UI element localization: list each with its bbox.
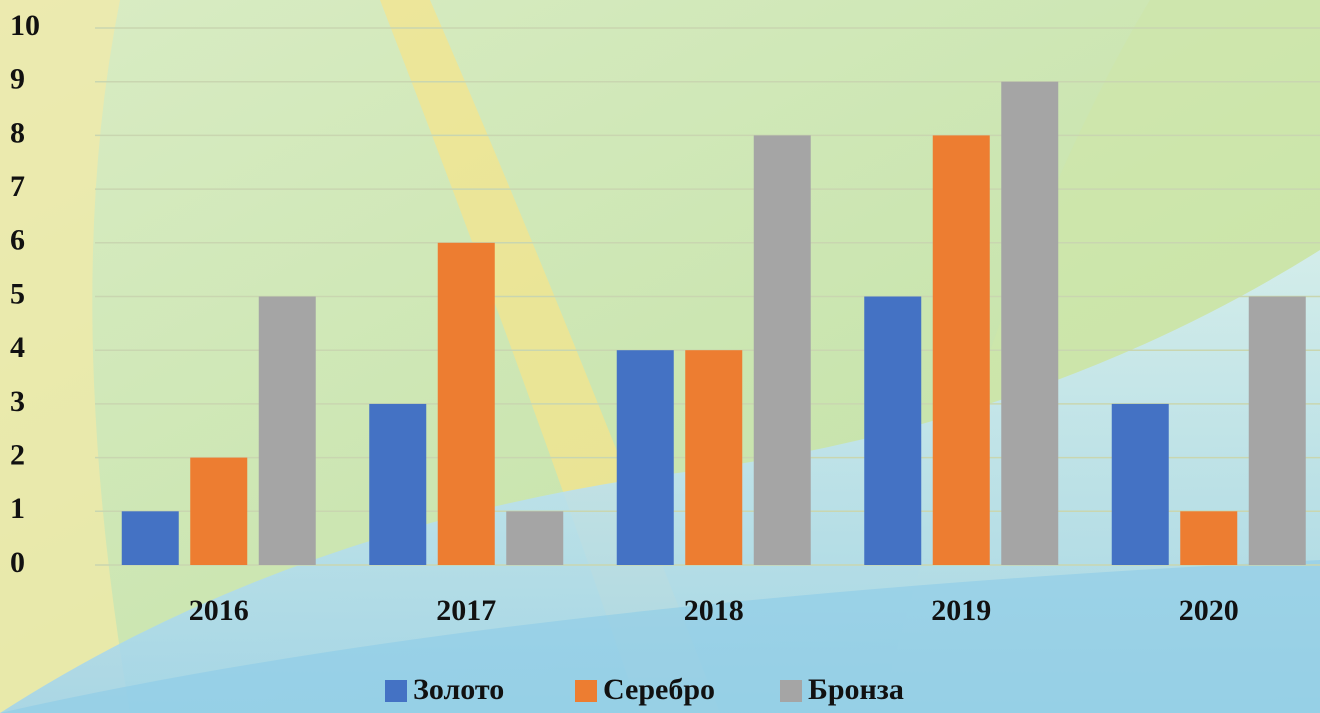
bar — [190, 458, 247, 565]
y-tick-label: 2 — [10, 438, 25, 471]
y-tick-label: 4 — [10, 331, 25, 364]
y-tick-label: 9 — [10, 63, 25, 96]
bar — [1001, 82, 1058, 565]
legend-swatch — [575, 680, 597, 702]
page: 0 1 2 3 4 5 6 7 8 9 10 2016 2017 2018 2019 2020 Золото Се… — [0, 0, 1320, 713]
chart: 0 1 2 3 4 5 6 7 8 9 10 2016 2017 2018 2019 2020 Золото Се… — [0, 0, 1320, 713]
x-tick-label: 2020 — [1179, 594, 1239, 627]
bar — [864, 297, 921, 566]
y-tick-label: 5 — [10, 277, 25, 310]
x-tick-label: 2019 — [931, 594, 991, 627]
bar — [506, 511, 563, 565]
y-tick-label: 6 — [10, 224, 25, 257]
bar — [754, 135, 811, 565]
y-tick-label: 8 — [10, 116, 25, 149]
bar — [369, 404, 426, 565]
legend-label: Серебро — [603, 673, 715, 706]
bar — [685, 350, 742, 565]
y-tick-label: 0 — [10, 546, 25, 579]
x-tick-label: 2017 — [436, 594, 496, 627]
bar — [259, 297, 316, 566]
x-tick-label: 2018 — [684, 594, 744, 627]
bar — [122, 511, 179, 565]
bar — [933, 135, 990, 565]
bar — [1112, 404, 1169, 565]
bar — [1249, 297, 1306, 566]
y-tick-label: 1 — [10, 492, 25, 525]
y-tick-label: 7 — [10, 170, 25, 203]
bar — [617, 350, 674, 565]
legend-label: Бронза — [808, 673, 904, 706]
legend-label: Золото — [413, 673, 504, 706]
y-tick-label: 3 — [10, 385, 25, 418]
y-tick-label: 10 — [10, 9, 40, 42]
legend-swatch — [780, 680, 802, 702]
bar — [1180, 511, 1237, 565]
bar — [438, 243, 495, 565]
x-tick-label: 2016 — [189, 594, 249, 627]
legend-swatch — [385, 680, 407, 702]
